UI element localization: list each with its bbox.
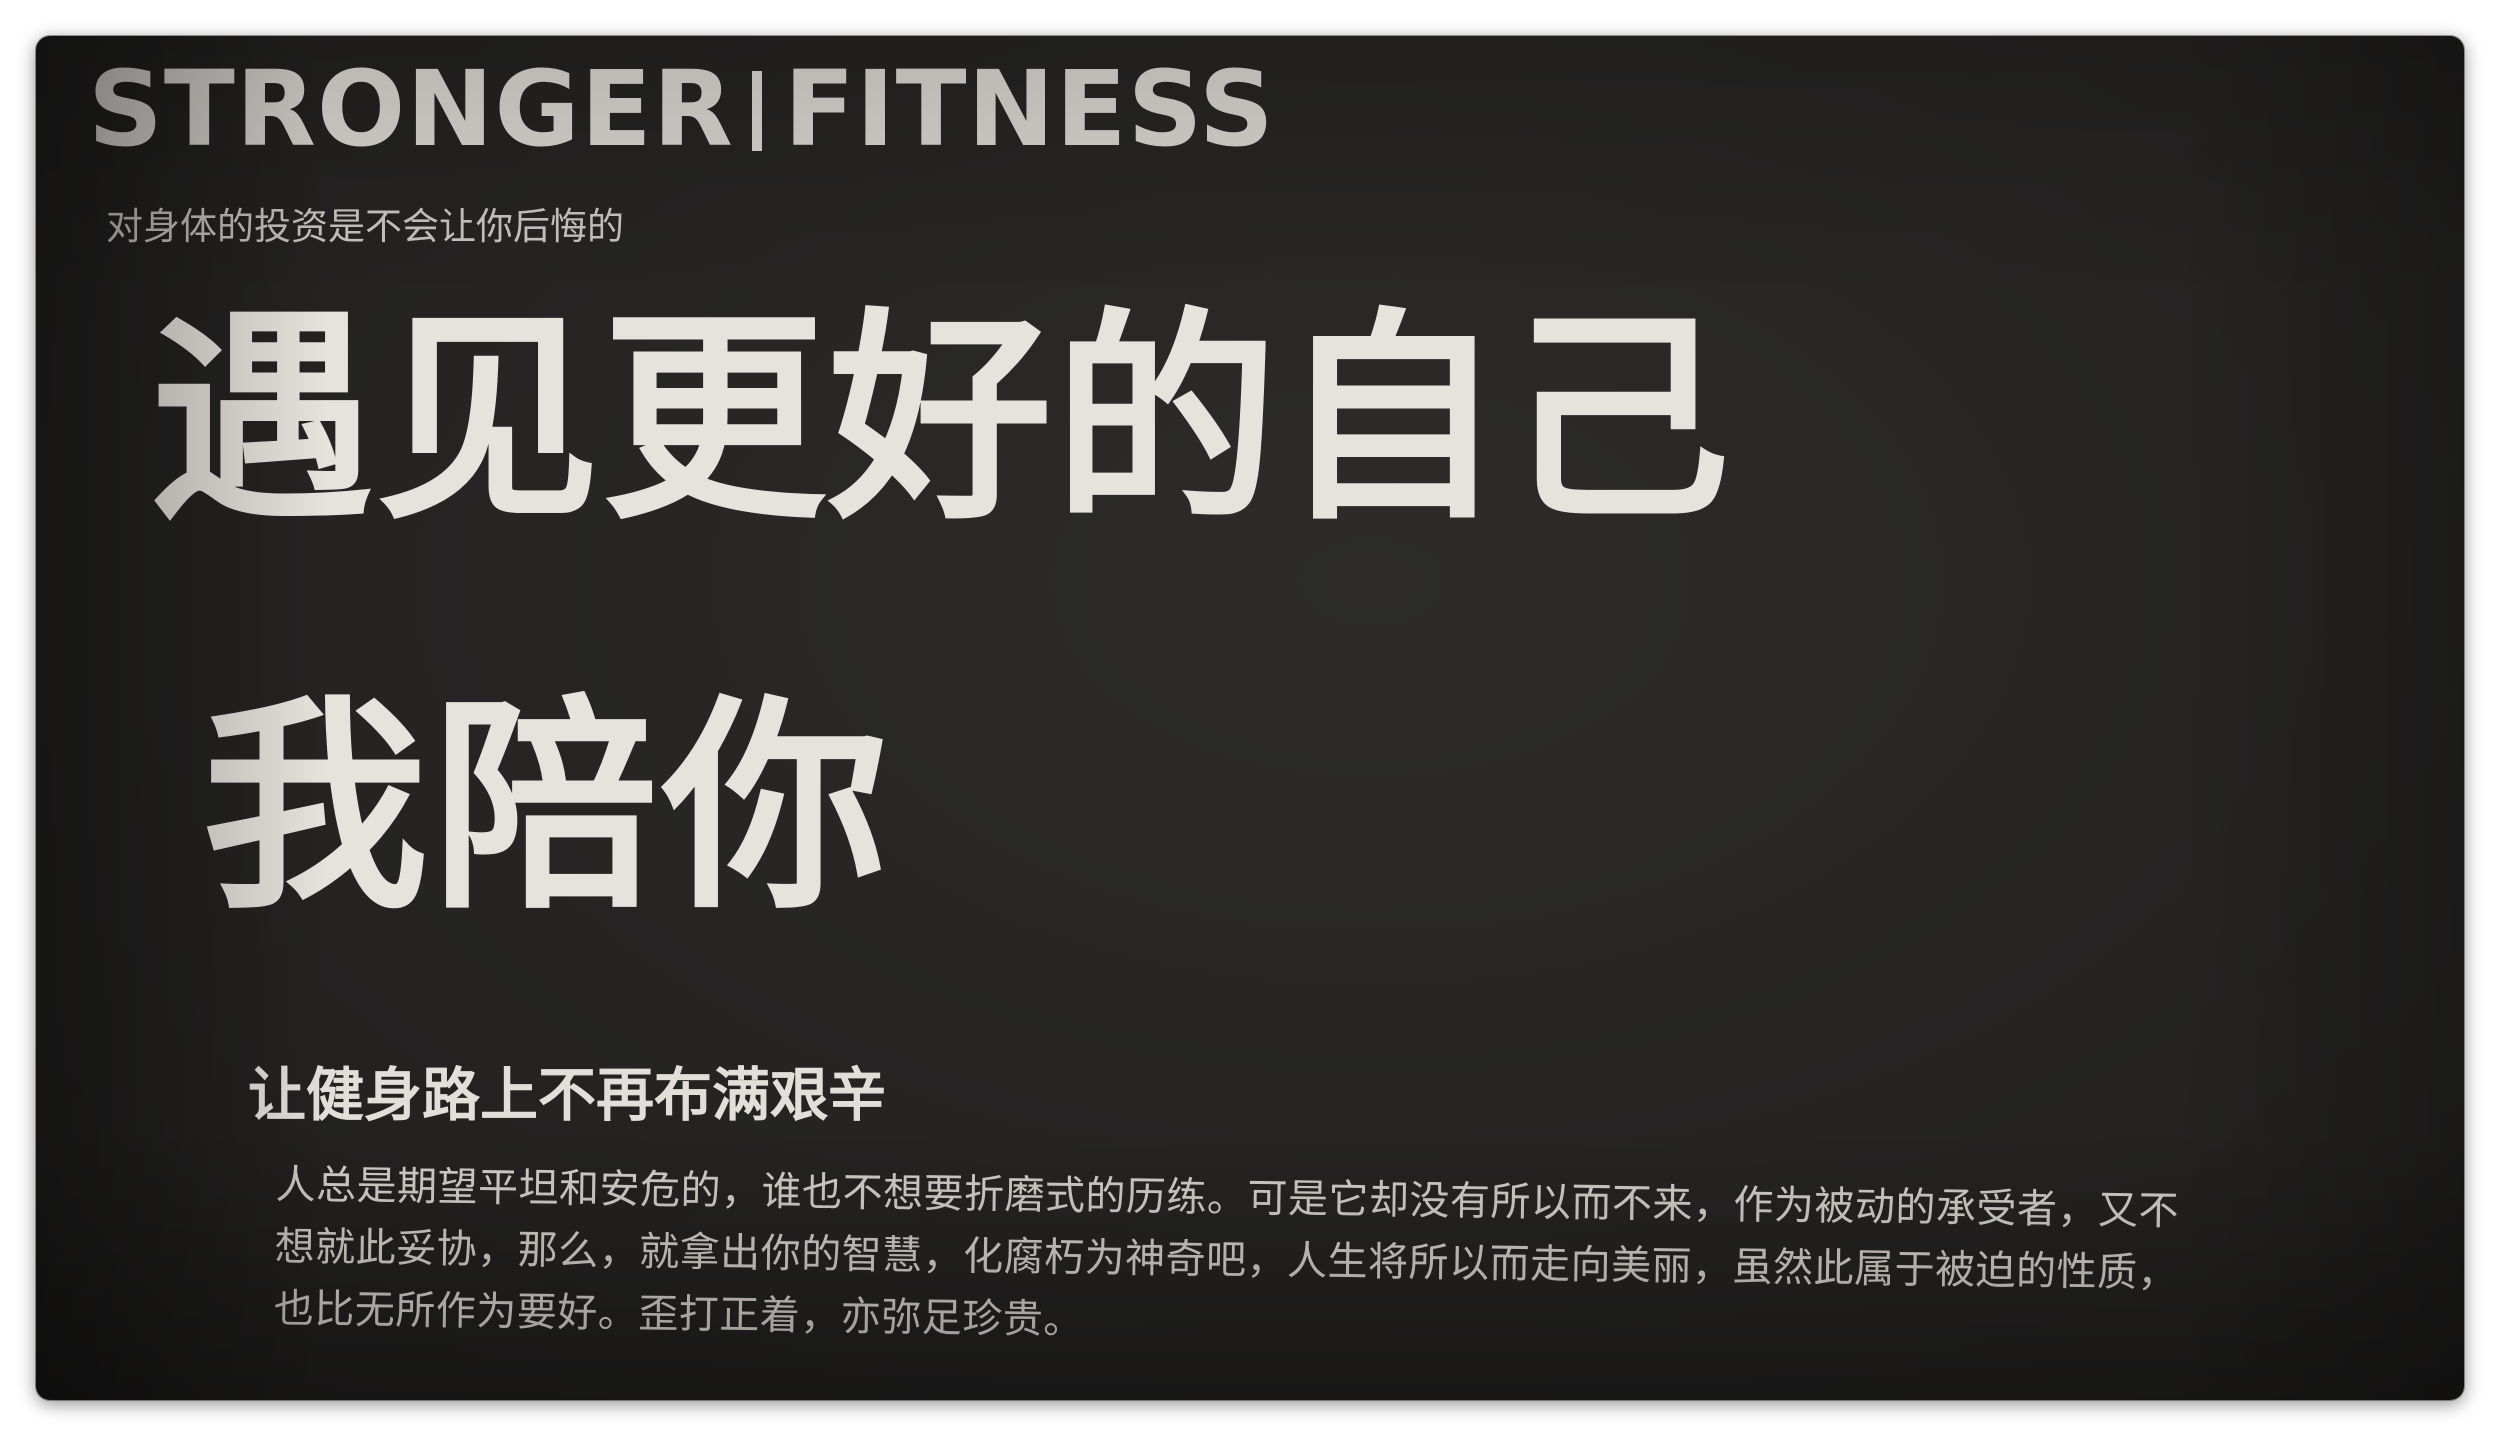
headline-line-2: 我陪你 — [202, 677, 893, 940]
headline-line-1: 遇见更好的自己 — [150, 289, 1732, 550]
brand-left: STRONGER — [88, 48, 734, 170]
tagline: 对身体的投资是不会让你后悔的 — [106, 205, 624, 248]
body-paragraph: 人总是期望平坦和安危的，谁也不想要折磨式的历练。可是它却没有所以而不来，作为被动… — [273, 1161, 2180, 1344]
subheading: 让健身路上不再布满艰辛 — [248, 1061, 887, 1129]
brand-separator — [751, 71, 762, 151]
brand-right: FITNESS — [783, 48, 1275, 170]
brand-logo: STRONGER FITNESS — [88, 48, 1275, 170]
poster-photo: STRONGER FITNESS 对身体的投资是不会让你后悔的 遇见更好的自己 我… — [36, 36, 2464, 1400]
